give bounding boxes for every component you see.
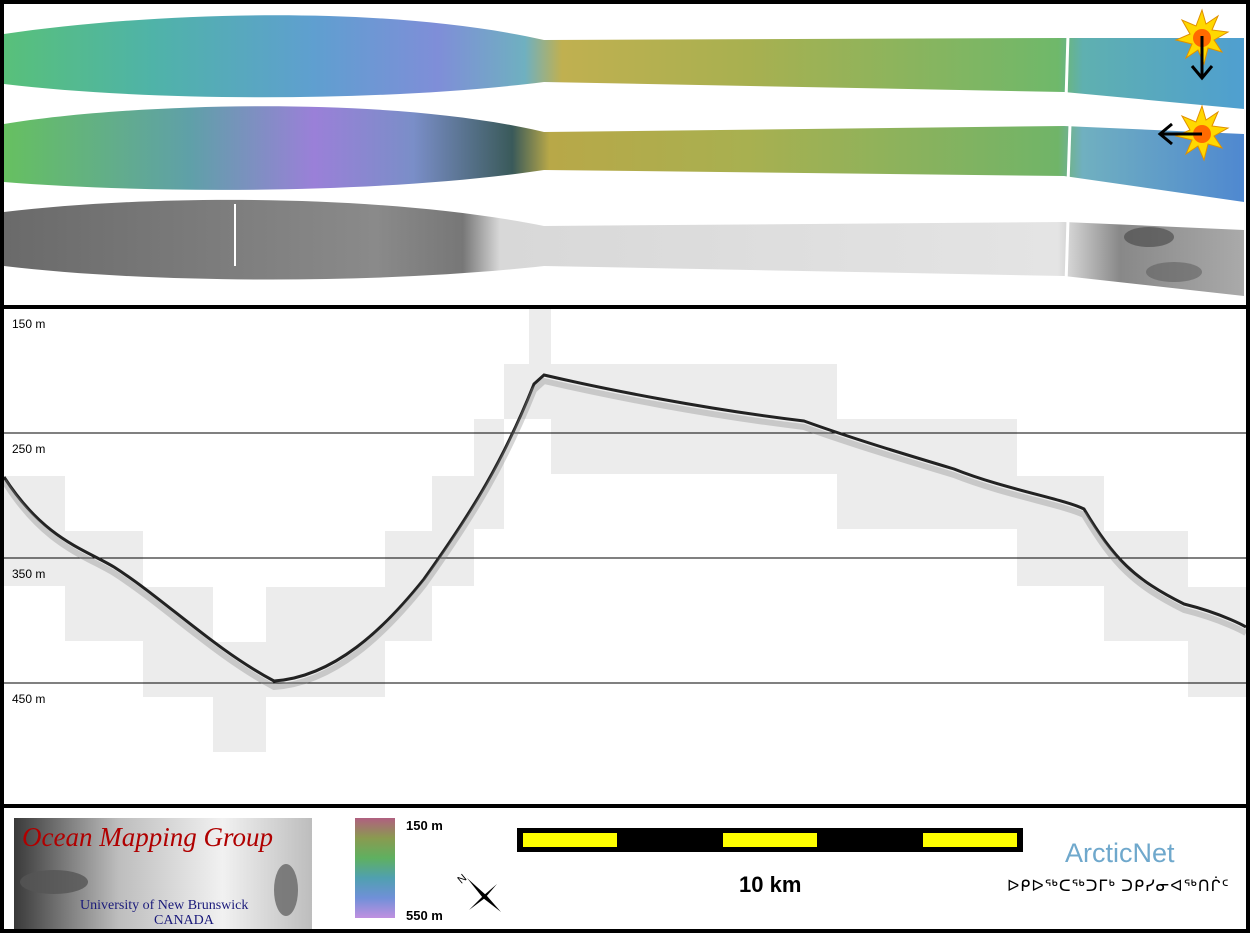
scale-bar-label: 10 km — [739, 872, 802, 897]
logo-university: University of New Brunswick — [80, 898, 249, 913]
depth-label-250: 250 m — [12, 442, 46, 456]
scale-segment — [523, 833, 617, 847]
scale-bar — [517, 828, 1023, 852]
down-arrow-icon — [1190, 36, 1214, 81]
north-arrow-label: N — [457, 872, 469, 886]
left-arrow-icon — [1157, 122, 1202, 146]
colorbar-bottom-label: 550 m — [406, 908, 443, 923]
scale-segment — [923, 833, 1017, 847]
depth-colorbar — [355, 818, 395, 918]
depth-label-350: 350 m — [12, 567, 46, 581]
ocean-mapping-group-logo: Ocean Mapping Group University of New Br… — [14, 818, 312, 929]
depth-label-150: 150 m — [12, 317, 46, 331]
swath-panel — [0, 0, 1250, 309]
depth-profile — [4, 309, 1246, 752]
logo-country: CANADA — [154, 913, 214, 928]
depth-label-450: 450 m — [12, 692, 46, 706]
arcticnet-logo-subtitle: ᐅᑭᐅᖅᑕᖅᑐᒥᒃ ᑐᑭᓯᓂᐊᖅᑎᒌᑦ — [1007, 878, 1230, 895]
arcticnet-logo-title: ArcticNet — [1065, 838, 1175, 868]
scale-segment — [723, 833, 817, 847]
logo-artwork — [20, 864, 298, 916]
seismic-profile-panel: 150 m 250 m 350 m 450 m — [0, 305, 1250, 808]
colorbar-top-label: 150 m — [406, 818, 443, 833]
logo-title: Ocean Mapping Group — [22, 822, 273, 852]
north-arrow-icon: N — [457, 872, 501, 912]
swath-strips — [4, 15, 1244, 296]
legend-footer: Ocean Mapping Group University of New Br… — [0, 804, 1250, 933]
